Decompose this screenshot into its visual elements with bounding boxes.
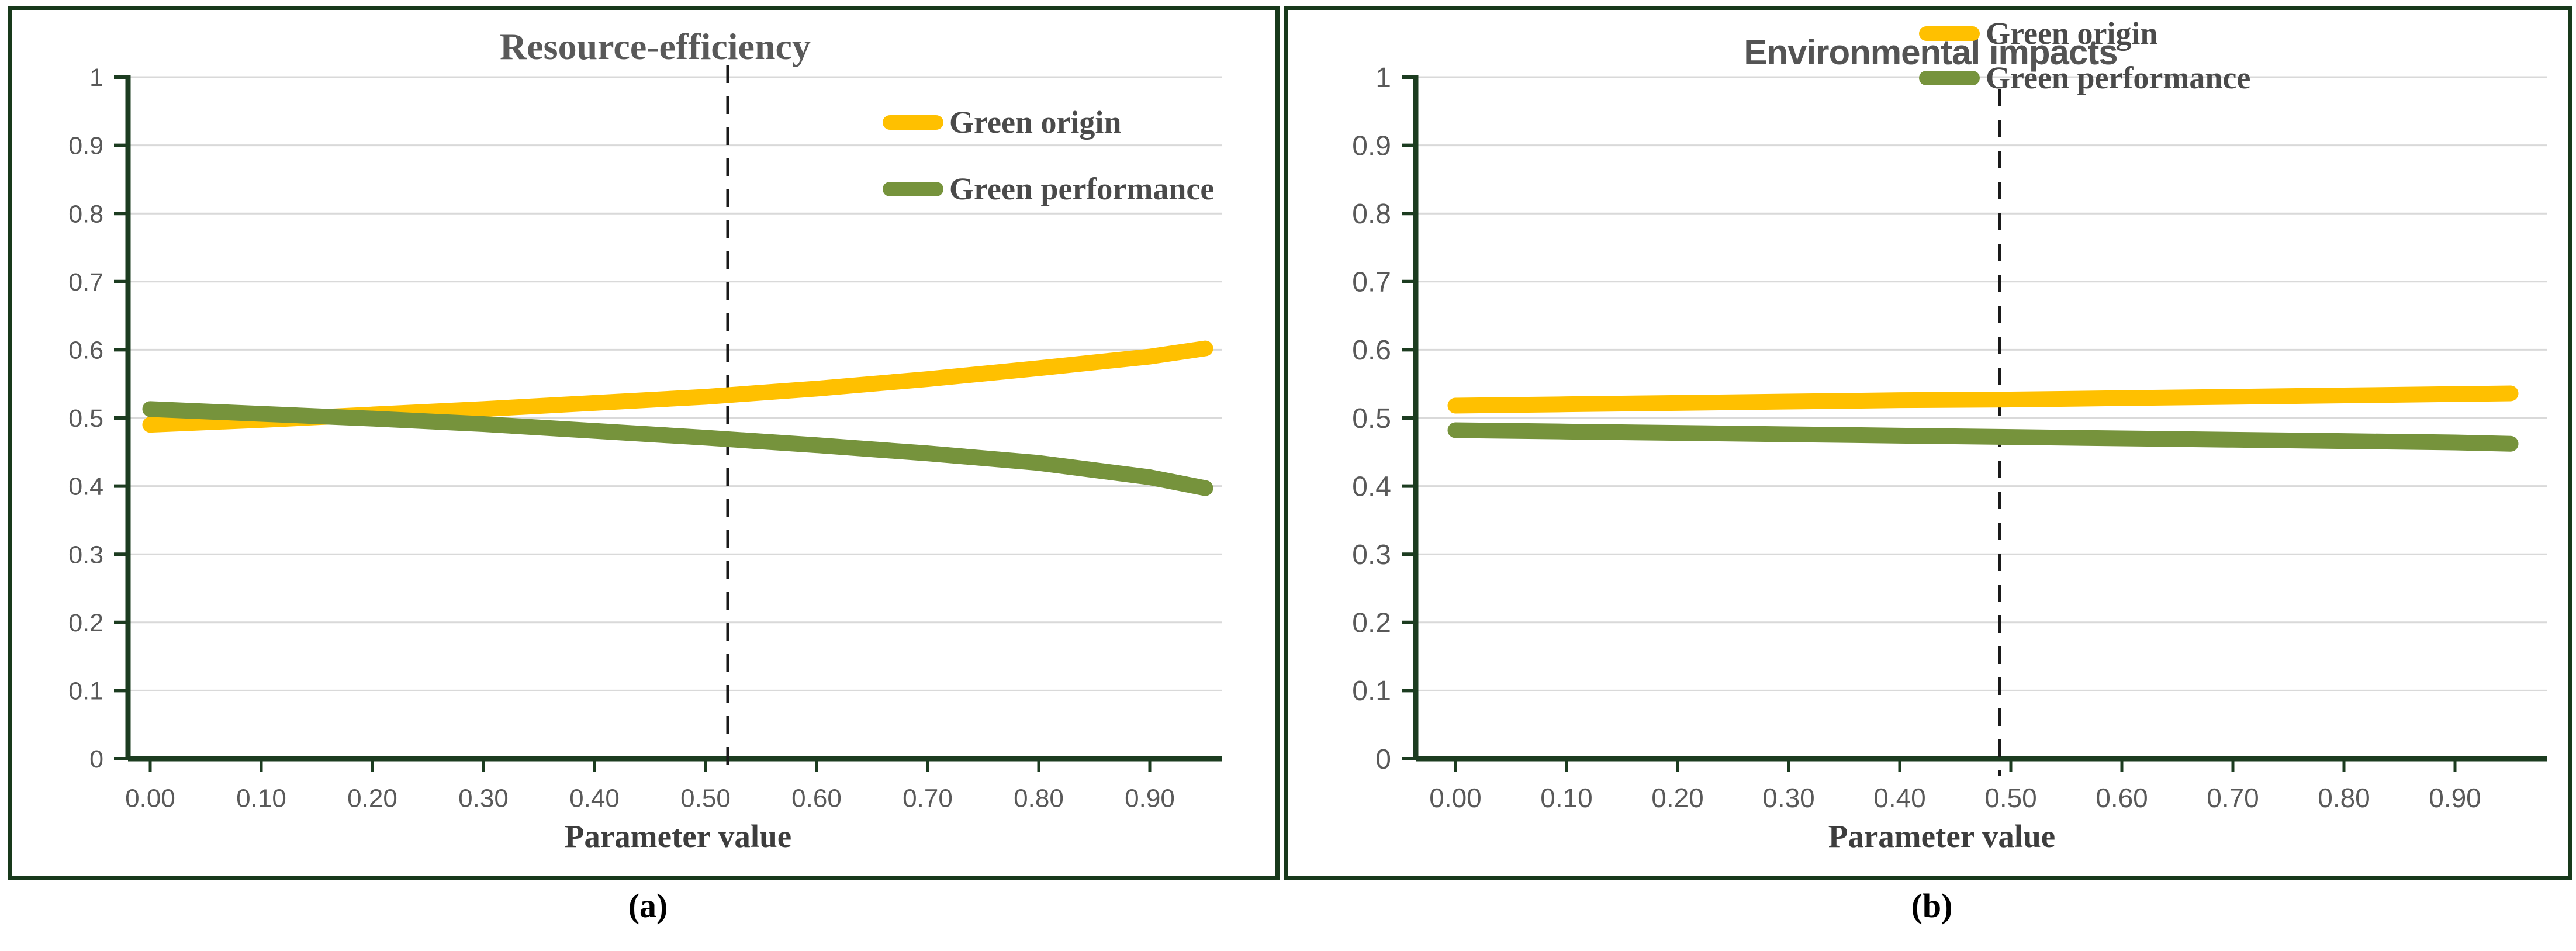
x-tick-label: 0.70 (2207, 783, 2259, 813)
y-tick-label: 1 (1375, 63, 1391, 94)
chart-title: Resource-efficiency (500, 26, 811, 67)
y-tick-label: 0.5 (1352, 403, 1391, 434)
x-tick-label: 0.20 (1651, 783, 1704, 813)
series-line-green-performance (142, 401, 1213, 496)
captions-row: (a) (b) (8, 886, 2576, 925)
legend-label: Green origin (949, 105, 1122, 140)
caption-a: (a) (628, 887, 668, 925)
y-tick-label: 0.4 (68, 473, 103, 501)
x-tick-label: 0.10 (1540, 783, 1593, 813)
x-tick-label: 0.50 (1984, 783, 2037, 813)
y-tick-label: 0.4 (1352, 471, 1391, 502)
chart-svg: 0 0.1 0.2 0.3 0.4 0.5 0.6 0.7 0.8 0.9 1 0.00 0.10 0.2… (1352, 63, 2547, 813)
x-tick-label: 0.90 (2429, 783, 2481, 813)
y-tick-label: 0.2 (68, 609, 103, 637)
y-tick-label: 0.5 (68, 404, 103, 433)
y-tick-label: 0.8 (68, 200, 103, 228)
chart-panel-resource-efficiency: 0 0.1 0.2 0.3 0.4 0.5 0.6 0.7 0.8 0.9 1 0.00 0.10 0.2… (8, 6, 1280, 880)
legend: Green origin Green performance (1919, 13, 2250, 98)
caption-b: (b) (1911, 887, 1953, 925)
chart-panels-row: 0 0.1 0.2 0.3 0.4 0.5 0.6 0.7 0.8 0.9 1 0.00 0.10 0.2… (8, 6, 2576, 880)
y-tick-label: 0.6 (68, 336, 103, 364)
legend-label: Green performance (1986, 60, 2251, 95)
legend-label: Green performance (949, 171, 1215, 206)
y-tick-label: 0.3 (68, 541, 103, 569)
x-tick-label: 0.40 (569, 784, 620, 812)
chart-panel-environmental-impacts: 0 0.1 0.2 0.3 0.4 0.5 0.6 0.7 0.8 0.9 1 0.00 0.10 0.2… (1284, 6, 2572, 880)
series-line-green-origin (1447, 385, 2519, 414)
x-tick-label: 0.40 (1873, 783, 1926, 813)
legend-swatch-gold (1919, 26, 1980, 41)
legend-item: Green origin (883, 102, 1214, 142)
y-tick-label: 0.1 (1352, 676, 1391, 707)
x-tick-label: 0.10 (236, 784, 286, 812)
y-tick-label: 0.2 (1352, 608, 1391, 639)
x-tick-label: 0.80 (2318, 783, 2370, 813)
y-tick-label: 0.8 (1352, 199, 1391, 230)
y-tick-label: 0.3 (1352, 540, 1391, 570)
x-tick-label: 0.90 (1125, 784, 1175, 812)
legend-item: Green origin (1919, 13, 2250, 53)
x-tick-label: 0.80 (1014, 784, 1064, 812)
x-axis-title: Parameter value (1828, 818, 2056, 854)
legend-item: Green performance (883, 169, 1214, 209)
y-tick-label: 0.9 (1352, 130, 1391, 161)
series-line-green-performance (1447, 422, 2519, 452)
chart-svg: 0 0.1 0.2 0.3 0.4 0.5 0.6 0.7 0.8 0.9 1 0.00 0.10 0.2… (68, 64, 1222, 812)
legend-label: Green origin (1986, 16, 2158, 51)
x-axis-title: Parameter value (564, 818, 792, 854)
y-tick-label: 0.6 (1352, 335, 1391, 366)
y-tick-label: 0 (89, 745, 103, 773)
figure: 0 0.1 0.2 0.3 0.4 0.5 0.6 0.7 0.8 0.9 1 0.00 0.10 0.2… (8, 6, 2576, 925)
y-tick-label: 0.1 (68, 677, 103, 705)
legend-swatch-olive (1919, 70, 1980, 85)
x-tick-label: 0.20 (347, 784, 397, 812)
legend-swatch-gold (883, 115, 943, 130)
legend-item: Green performance (1919, 58, 2250, 98)
y-tick-label: 0.7 (68, 268, 103, 296)
legend-swatch-olive (883, 181, 943, 196)
x-tick-label: 0.30 (1762, 783, 1815, 813)
x-tick-label: 0.70 (903, 784, 953, 812)
y-tick-label: 1 (89, 64, 103, 92)
x-tick-label: 0.50 (680, 784, 731, 812)
x-tick-label: 0.00 (1429, 783, 1482, 813)
x-tick-label: 0.30 (458, 784, 509, 812)
y-tick-label: 0 (1375, 744, 1391, 775)
y-tick-label: 0.9 (68, 132, 103, 160)
x-tick-label: 0.00 (125, 784, 175, 812)
x-tick-label: 0.60 (791, 784, 842, 812)
x-tick-label: 0.60 (2096, 783, 2148, 813)
y-tick-label: 0.7 (1352, 267, 1391, 298)
legend: Green origin Green performance (883, 102, 1214, 209)
